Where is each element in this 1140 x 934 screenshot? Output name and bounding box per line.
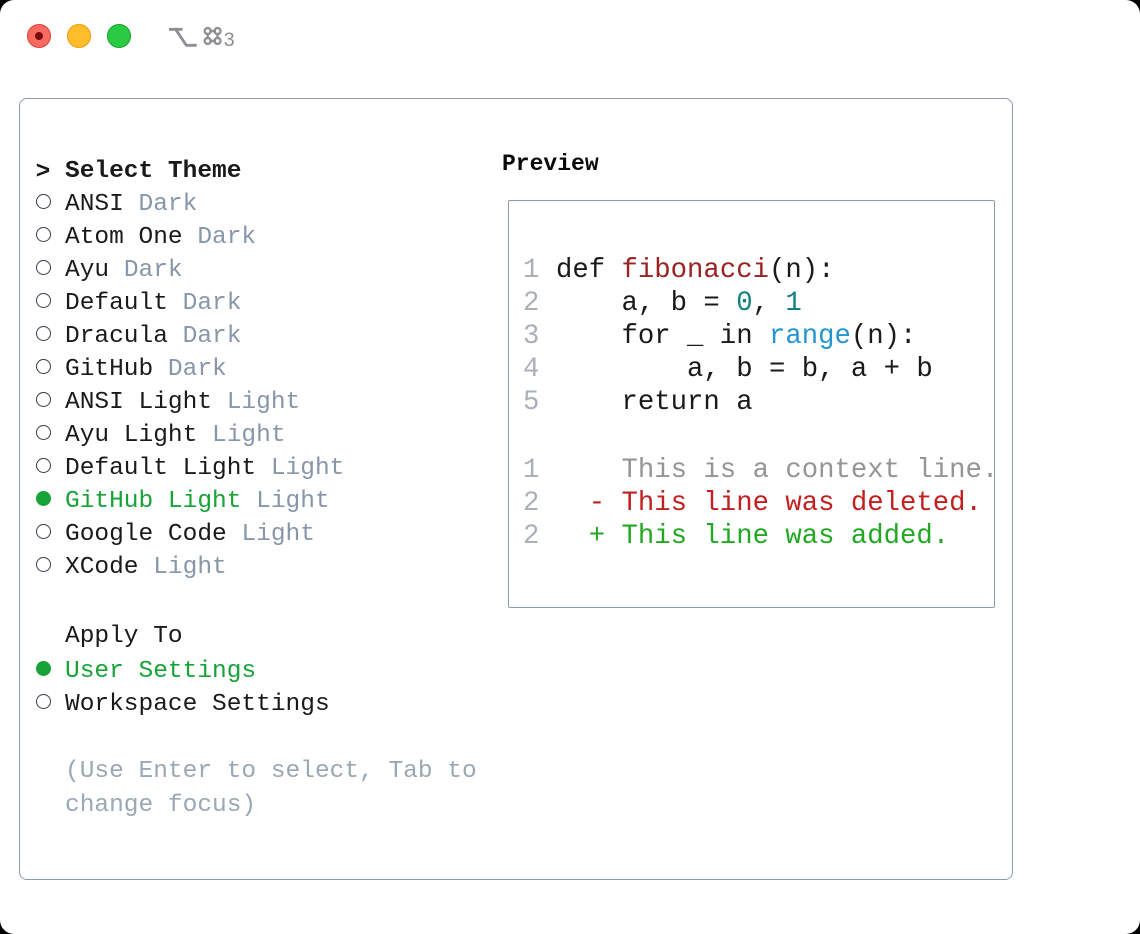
svg-text:3: 3 <box>224 29 235 51</box>
